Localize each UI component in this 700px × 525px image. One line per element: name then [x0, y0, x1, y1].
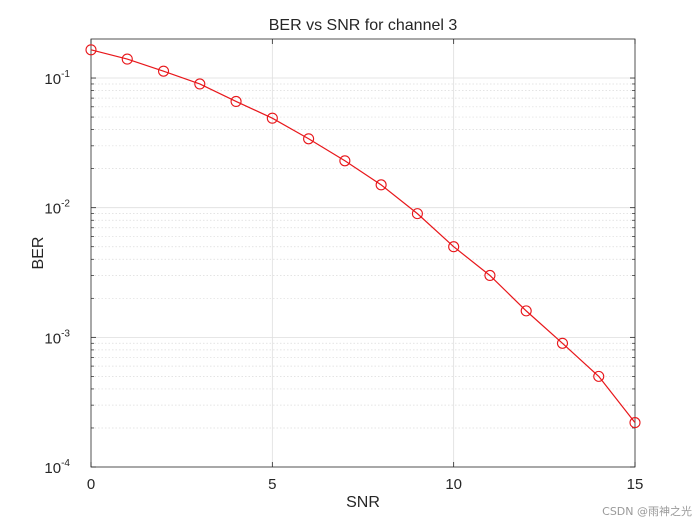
ber-point-marker	[411, 208, 423, 220]
ber-line	[90, 49, 636, 423]
ber-point-marker	[375, 179, 387, 191]
ber-point-marker	[484, 269, 496, 282]
plot-frame	[90, 38, 636, 468]
ber-point-marker	[85, 44, 97, 56]
x-tick-label: 15	[627, 476, 644, 493]
y-tick-label: 10-1	[44, 69, 70, 88]
x-tick-label: 5	[268, 476, 276, 493]
tick-labels: 10-1 10-2 10-3 10-4 0 5 10 15	[44, 69, 643, 493]
ber-point-marker	[339, 155, 351, 167]
x-tick-label: 10	[445, 476, 462, 493]
chart-title: BER vs SNR for channel 3	[269, 17, 458, 34]
ber-point-marker	[121, 53, 133, 65]
ber-point-marker	[157, 65, 170, 77]
ber-point-marker	[448, 241, 460, 253]
ber-point-marker	[556, 337, 569, 349]
plot-background	[91, 39, 635, 467]
ber-point-marker	[194, 78, 206, 90]
x-tick-label: 0	[87, 476, 95, 493]
y-axis-label: BER	[30, 237, 47, 270]
series-layer	[85, 44, 641, 429]
y-tick-label: 10-2	[44, 199, 70, 218]
ber-point-marker	[230, 95, 242, 107]
ber-point-marker	[303, 133, 315, 145]
watermark: CSDN @雨神之光	[602, 505, 692, 518]
ber-point-marker	[593, 370, 605, 382]
y-tick-label: 10-4	[44, 458, 70, 477]
x-axis-label: SNR	[346, 494, 380, 511]
axis-ticks	[90, 39, 636, 468]
ber-point-marker	[520, 305, 532, 317]
grid	[91, 39, 635, 467]
ber-point-marker	[266, 112, 278, 124]
ber-point-marker	[629, 417, 641, 429]
y-tick-label: 10-3	[44, 328, 70, 347]
